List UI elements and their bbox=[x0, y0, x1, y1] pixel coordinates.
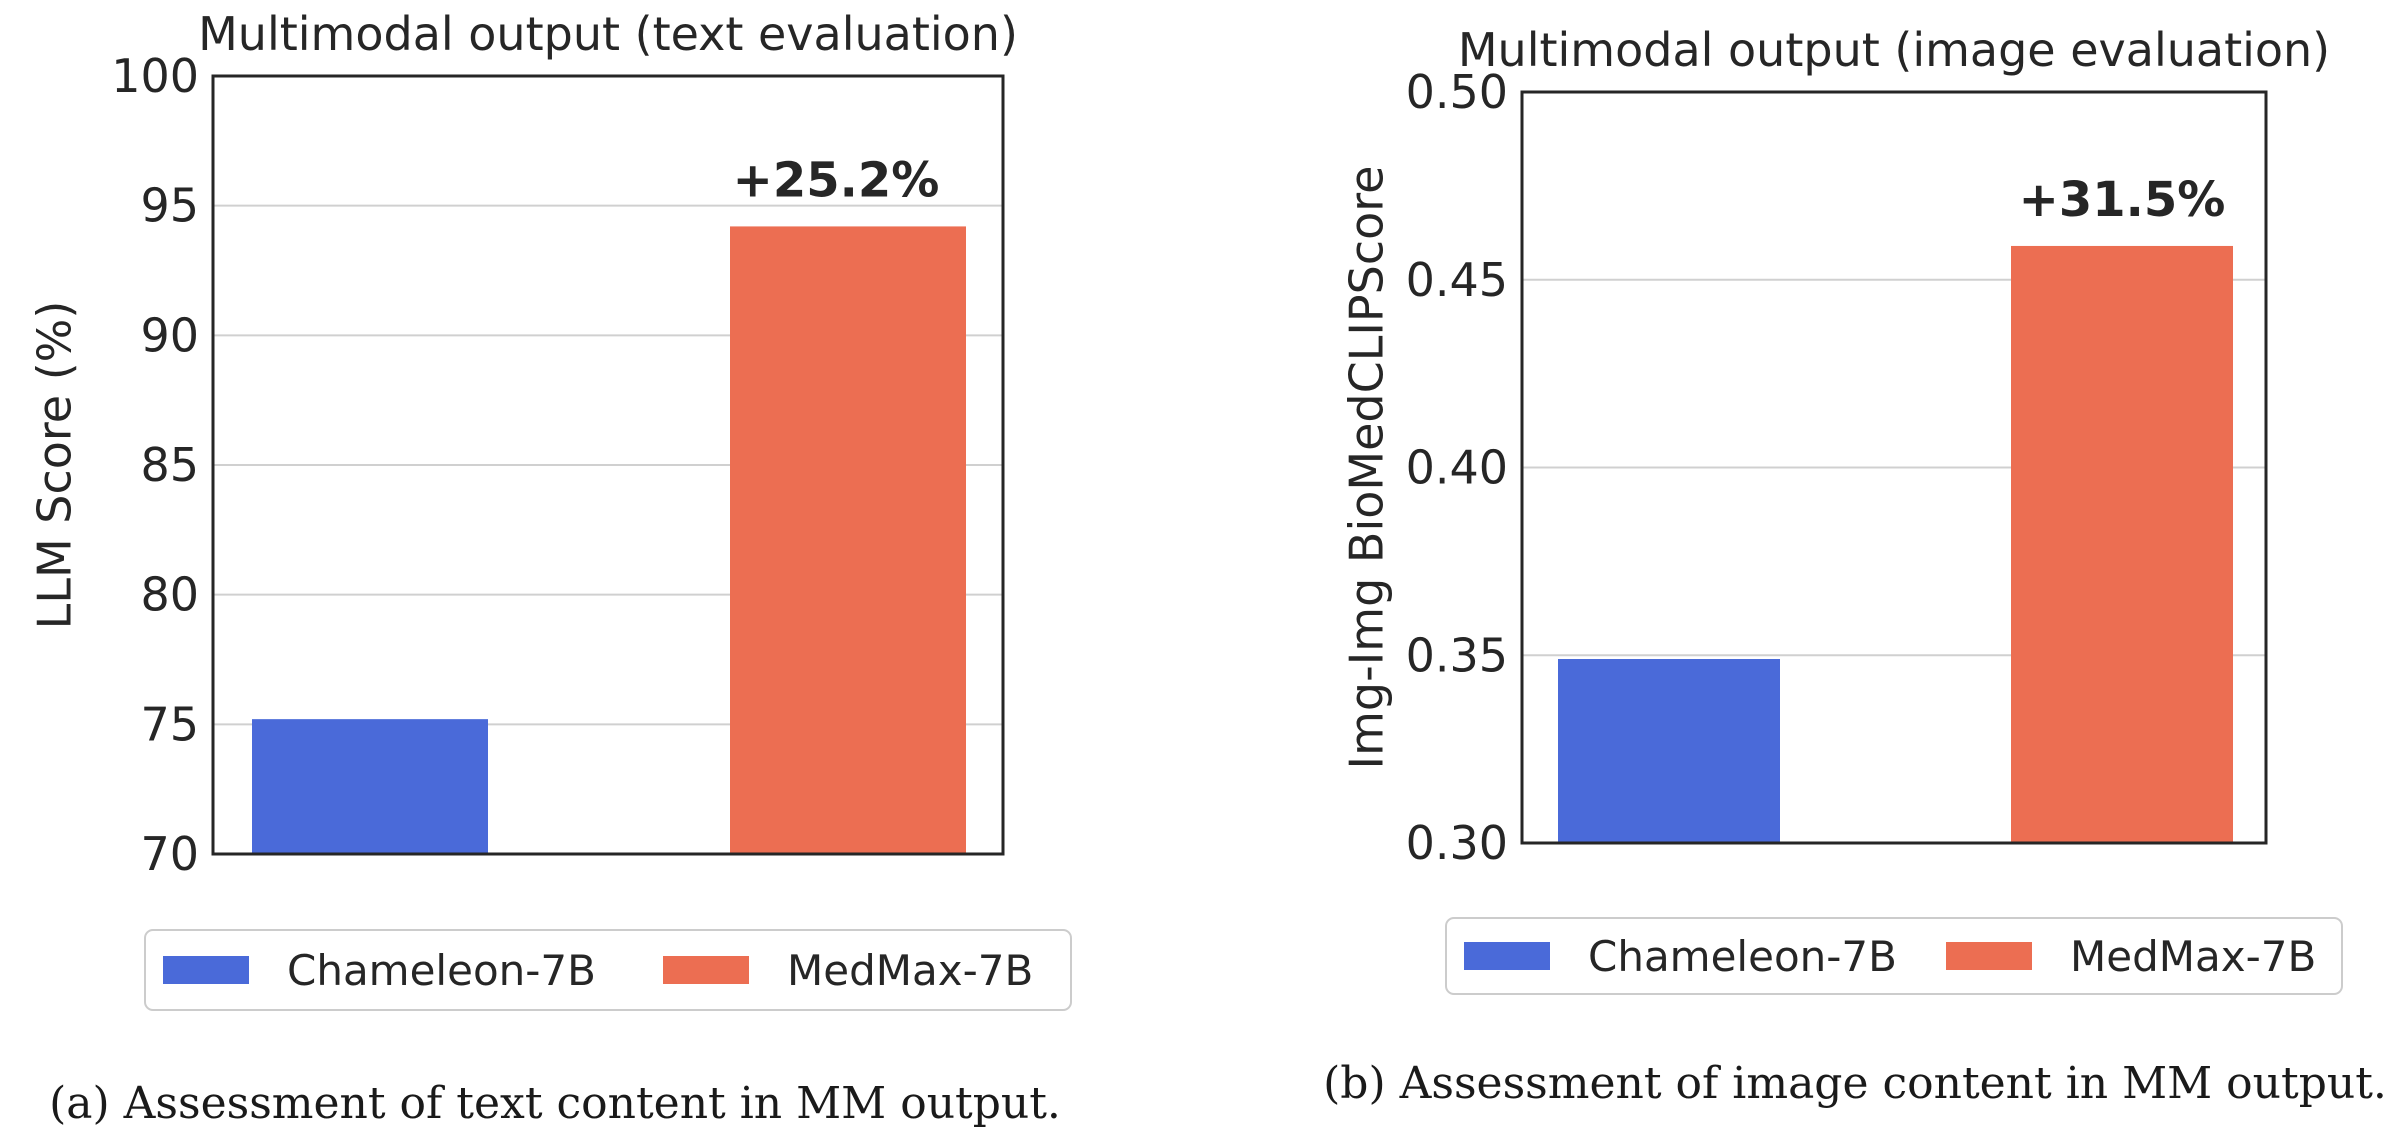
y-tick-label: 85 bbox=[140, 438, 199, 492]
legend-label: Chameleon-7B bbox=[287, 946, 596, 995]
figure-caption: (a) Assessment of text content in MM out… bbox=[49, 1078, 1061, 1129]
y-tick-label: 80 bbox=[140, 568, 199, 622]
plot-frame bbox=[211, 74, 1005, 856]
y-tick-label: 75 bbox=[140, 697, 199, 751]
y-tick-label: 0.40 bbox=[1406, 441, 1508, 495]
legend-label: MedMax-7B bbox=[787, 946, 1033, 995]
bar-annotation: +31.5% bbox=[2019, 172, 2226, 228]
bar-medmax-7b bbox=[730, 226, 966, 854]
legend-label: MedMax-7B bbox=[2070, 932, 2316, 981]
legend-box bbox=[1445, 917, 2343, 995]
bar-chameleon-7b bbox=[252, 719, 488, 854]
legend-swatch-chameleon-7b bbox=[163, 956, 249, 984]
legend-swatch-medmax-7b bbox=[663, 956, 749, 984]
y-tick-label: 0.50 bbox=[1406, 65, 1508, 119]
y-tick-label: 95 bbox=[140, 179, 199, 233]
chart-panel-b: 0.30 0.35 0.40 0.45 0.50 +31.5% Multimodal out… bbox=[1323, 23, 2387, 1109]
y-tick-label: 0.45 bbox=[1406, 253, 1508, 307]
chart-title: Multimodal output (text evaluation) bbox=[198, 7, 1018, 61]
legend: Chameleon-7B MedMax-7B bbox=[1445, 917, 2343, 995]
y-axis-label: LLM Score (%) bbox=[28, 301, 82, 630]
legend-box bbox=[144, 929, 1072, 1011]
legend-swatch-chameleon-7b bbox=[1464, 942, 1550, 970]
figure-caption: (b) Assessment of image content in MM ou… bbox=[1323, 1058, 2387, 1109]
y-tick-label: 0.30 bbox=[1406, 816, 1508, 870]
plot-frame bbox=[1520, 90, 2268, 845]
y-axis-label: Img-Img BioMedCLIPScore bbox=[1340, 166, 1394, 770]
y-tick-label: 0.35 bbox=[1406, 628, 1508, 682]
chart-panel-a: 70 75 80 85 90 95 100 +25.2% Multimodal output (… bbox=[28, 7, 1072, 1129]
bar-medmax-7b bbox=[2011, 245, 2233, 843]
y-tick-label: 70 bbox=[140, 827, 199, 881]
bar-chameleon-7b bbox=[1558, 659, 1780, 843]
y-tick-label: 100 bbox=[111, 49, 199, 103]
bar-annotation: +25.2% bbox=[733, 152, 940, 208]
legend-swatch-medmax-7b bbox=[1946, 942, 2032, 970]
legend: Chameleon-7B MedMax-7B bbox=[144, 929, 1072, 1011]
y-tick-label: 90 bbox=[140, 308, 199, 362]
legend-label: Chameleon-7B bbox=[1588, 932, 1897, 981]
chart-title: Multimodal output (image evaluation) bbox=[1458, 23, 2330, 77]
